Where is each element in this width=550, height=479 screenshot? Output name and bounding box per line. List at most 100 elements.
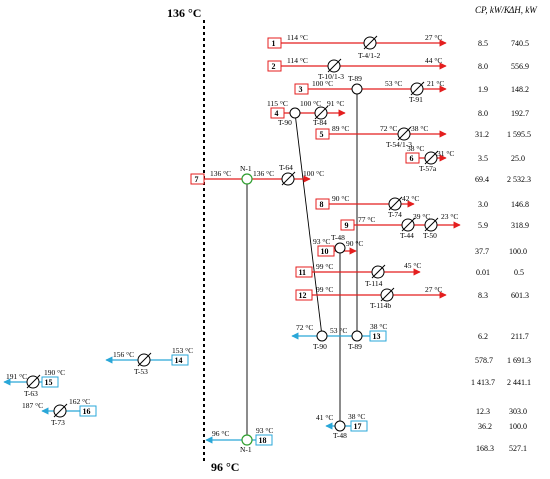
stream-15-dh: 2 441.1: [507, 378, 531, 387]
stream-2-dh: 556.9: [511, 62, 529, 71]
stream-13-match: T-89: [348, 342, 362, 351]
stream-10-t-in: 93 °C: [313, 237, 330, 246]
stream-7-match: N-1: [240, 164, 252, 173]
stream-12-cp: 8.3: [478, 291, 488, 300]
stream-13-t-out: 72 °C: [296, 323, 313, 332]
stream-8-dh: 146.8: [511, 200, 529, 209]
stream-9-hx: T-44: [400, 231, 414, 240]
pinch-bottom-label: 96 °C: [211, 460, 239, 474]
stream-2-hx: T-10/1-3: [318, 72, 344, 81]
stream-4-number: 4: [275, 109, 279, 118]
stream-17-number: 17: [354, 422, 362, 431]
stream-2-t-in: 114 °C: [287, 56, 308, 65]
stream-8-cp: 3.0: [478, 200, 488, 209]
stream-7-number: 7: [195, 175, 199, 184]
stream-16-t-out: 187 °C: [22, 401, 43, 410]
stream-8-number: 8: [320, 200, 324, 209]
stream-17-cp: 36.2: [478, 422, 492, 431]
stream-3-match: T-89: [348, 74, 362, 83]
stream-7-hx: T-64: [279, 163, 293, 172]
stream-13-t-in: 38 °C: [370, 322, 387, 331]
cp-header: CP, kW/K: [475, 5, 511, 15]
stream-4-cp: 8.0: [478, 109, 488, 118]
stream-16-t-in: 162 °C: [69, 397, 90, 406]
stream-10-hx: T-48: [331, 233, 345, 242]
stream-15: 15 190 °C 191 °C T-63 1 413.7 2 441.1: [3, 368, 531, 398]
stream-10-dh: 100.0: [509, 247, 527, 256]
stream-13-number: 13: [373, 332, 381, 341]
stream-10: 10 93 °C T-48 90 °C 37.7 100.0: [313, 233, 527, 257]
stream-2-number: 2: [272, 62, 276, 71]
stream-4: 4 115 °C T-90 100 °C 91 °C T-84 8.0 192.…: [267, 99, 529, 127]
stream-7: 7 136 °C N-1 136 °C T-64 100 °C 69.4 2 5…: [190, 163, 531, 186]
stream-18-hx: N-1: [240, 445, 252, 454]
stream-3-cp: 1.9: [478, 85, 488, 94]
stream-9-number: 9: [345, 221, 349, 230]
stream-18-cp: 168.3: [476, 444, 494, 453]
stream-3-hx: T-91: [409, 95, 423, 104]
stream-11-cp: 0.01: [476, 268, 490, 277]
stream-1-number: 1: [272, 39, 276, 48]
stream-18: 18 93 °C 96 °C N-1 168.3 527.1: [205, 426, 527, 454]
stream-15-t-in: 190 °C: [44, 368, 65, 377]
stream-9: 9 77 °C 39 °C 23 °C T-44 T-50 5.9 318.9: [340, 212, 529, 240]
stream-6-t-in: 38 °C: [407, 144, 424, 153]
stream-5-mid: 72 °C: [380, 124, 397, 133]
stream-3-mid: 53 °C: [385, 79, 402, 88]
stream-12-hx: T-114b: [370, 301, 391, 310]
stream-7-t-in: 136 °C: [210, 169, 231, 178]
stream-9-cp: 5.9: [478, 221, 488, 230]
stream-4-mid: 100 °C: [300, 99, 321, 108]
stream-15-cp: 1 413.7: [471, 378, 495, 387]
stream-18-number: 18: [259, 436, 267, 445]
stream-17-t-out: 41 °C: [316, 413, 333, 422]
stream-18-t-out: 96 °C: [212, 429, 229, 438]
stream-4-t-in: 115 °C: [267, 99, 288, 108]
stream-9-hx2: T-50: [423, 231, 437, 240]
stream-11-number: 11: [299, 268, 307, 277]
stream-1: 1 114 °C 27 °C T-4/1-2 8.5 740.5: [267, 33, 529, 60]
stream-9-mid: 39 °C: [413, 212, 430, 221]
stream-13: 13 38 °C T-89 53 °C T-90 72 °C 6.2 211.7: [291, 322, 529, 351]
stream-17-hx: T-48: [333, 431, 347, 440]
stream-3-t-in: 100 °C: [312, 79, 333, 88]
stream-7-mid: 136 °C: [253, 169, 274, 178]
stream-17-dh: 100.0: [509, 422, 527, 431]
stream-14-t-in: 153 °C: [172, 346, 193, 355]
stream-14-t-out: 156 °C: [113, 350, 134, 359]
stream-4-hx: T-84: [313, 118, 327, 127]
stream-8-t-out: 42 °C: [402, 194, 419, 203]
stream-11-t-in: 99 °C: [316, 262, 333, 271]
stream-8-hx: T-74: [388, 210, 402, 219]
stream-12-dh: 601.3: [511, 291, 529, 300]
stream-15-hx: T-63: [24, 389, 38, 398]
stream-16-dh: 303.0: [509, 407, 527, 416]
stream-11-hx: T-114: [365, 279, 383, 288]
stream-7-dh: 2 532.3: [507, 175, 531, 184]
stream-1-cp: 8.5: [478, 39, 488, 48]
stream-4-match: T-90: [278, 118, 292, 127]
stream-5: 5 89 °C 72 °C 38 °C T-54/1-3 31.2 1 595.…: [315, 124, 531, 149]
stream-18-dh: 527.1: [509, 444, 527, 453]
stream-7-t-out: 100 °C: [303, 169, 324, 178]
stream-8-t-in: 90 °C: [332, 194, 349, 203]
stream-11-dh: 0.5: [514, 268, 524, 277]
stream-11-t-out: 45 °C: [404, 261, 421, 270]
stream-14-cp: 578.7: [475, 356, 493, 365]
dh-header: ΔH, kW: [508, 5, 538, 15]
stream-1-hx: T-4/1-2: [358, 51, 380, 60]
stream-14: 14 153 °C 156 °C T-53 578.7 1 691.3: [105, 346, 531, 376]
stream-13-hx: T-90: [313, 342, 327, 351]
stream-14-hx: T-53: [134, 367, 148, 376]
stream-6-cp: 3.5: [478, 154, 488, 163]
stream-14-number: 14: [175, 356, 183, 365]
stream-10-t-out: 90 °C: [346, 239, 363, 248]
stream-16-number: 16: [83, 407, 91, 416]
stream-6-t-out: 31 °C: [437, 149, 454, 158]
pinch-top-label: 136 °C: [167, 6, 201, 20]
stream-3: 3 100 °C T-89 53 °C T-91 21 °C 1.9 148.2: [294, 74, 529, 104]
stream-2: 2 114 °C 44 °C T-10/1-3 8.0 556.9: [267, 56, 529, 81]
stream-4-t-out: 91 °C: [327, 99, 344, 108]
stream-18-t-in: 93 °C: [256, 426, 273, 435]
stream-9-dh: 318.9: [511, 221, 529, 230]
